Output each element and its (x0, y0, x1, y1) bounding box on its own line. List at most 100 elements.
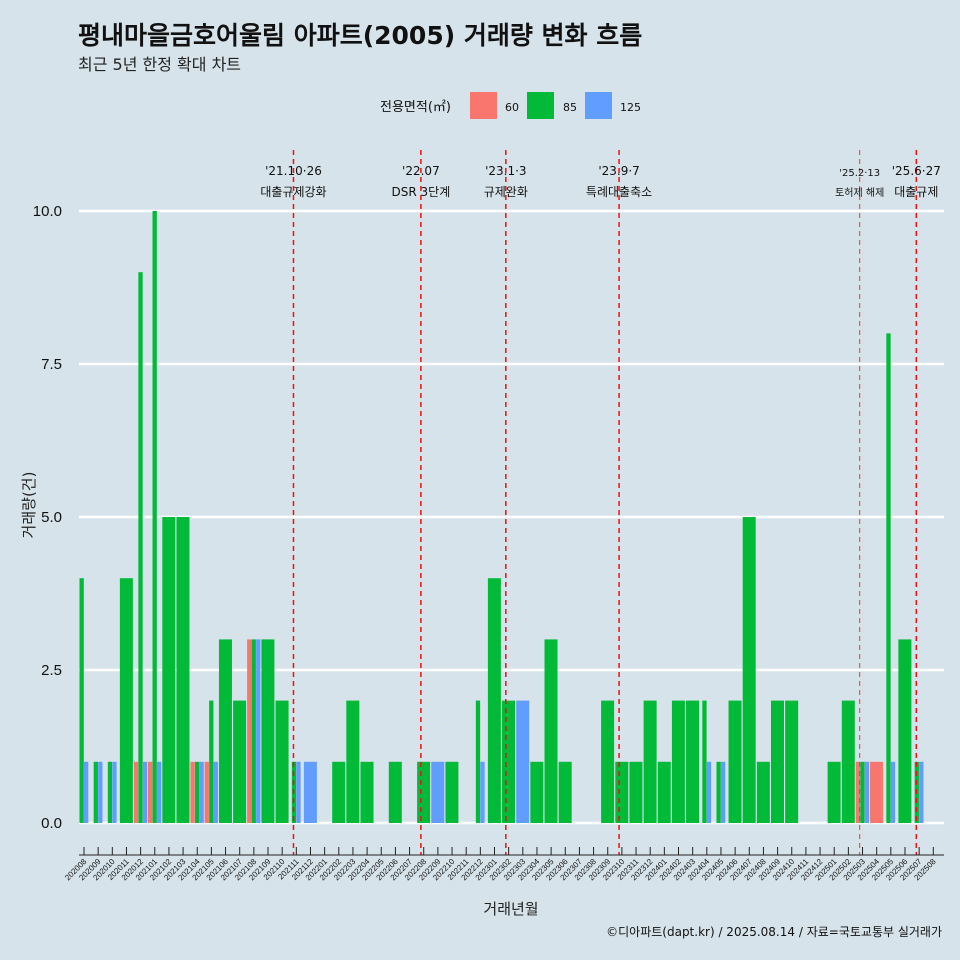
bar-85-202505 (886, 333, 891, 823)
event-date-label: '21.10·26 (265, 164, 322, 178)
bar-85-202202 (332, 761, 346, 823)
bar-85-202501 (827, 761, 841, 823)
bar-125-202104 (199, 761, 204, 823)
bar-85-202404 (702, 700, 707, 823)
bar-85-202106 (218, 639, 232, 823)
bar-60-202101 (148, 761, 153, 823)
bar-85-202011 (119, 578, 133, 823)
bar-125-202009 (98, 761, 103, 823)
bar-125-202303 (516, 700, 530, 823)
bar-85-202008 (79, 578, 84, 823)
bar-85-202010 (107, 761, 113, 823)
bar-60-202104 (190, 761, 195, 823)
event-date-label: '23.9·7 (598, 164, 639, 178)
chart-title: 평내마을금호어울림 아파트(2005) 거래량 변화 흐름 (78, 21, 642, 50)
y-tick-label: 7.5 (41, 356, 62, 373)
bar-85-202410 (785, 700, 799, 823)
bar-85-202402 (671, 700, 685, 823)
event-name-label: 특례대출축소 (586, 185, 652, 199)
bar-125-202008 (84, 761, 89, 823)
bar-85-202109 (261, 639, 275, 823)
bar-125-202108 (256, 639, 261, 823)
bar-125-202404 (706, 761, 712, 823)
event-date-label: '25.2·13 (839, 168, 880, 179)
bar-85-202104 (194, 761, 200, 823)
x-axis: 2020082020092020102020112020122021012021… (63, 847, 944, 882)
legend-label-125: 125 (620, 101, 641, 114)
legend: 전용면적(㎡) 60 85 125 (380, 92, 641, 119)
bar-85-202204 (360, 761, 374, 823)
y-axis-title: 거래량(건) (20, 472, 38, 539)
legend-label-85: 85 (563, 101, 577, 114)
bar-85-202305 (544, 639, 558, 823)
bar-125-202405 (720, 761, 726, 823)
bar-125-202105 (213, 761, 218, 823)
legend-swatch-60 (470, 92, 497, 119)
bar-85-202203 (346, 700, 360, 823)
chart-subtitle: 최근 5년 한정 확대 차트 (78, 55, 241, 74)
y-tick-label: 0.0 (41, 815, 62, 832)
bar-125-202112 (303, 761, 317, 823)
bar-85-202107 (233, 700, 247, 823)
bar-85-202401 (657, 761, 671, 823)
bar-85-202409 (770, 700, 784, 823)
event-date-label: '22.07 (402, 164, 440, 178)
bar-85-202105 (209, 700, 214, 823)
bar-125-202209 (431, 761, 445, 823)
event-name-label: 대출규제강화 (260, 185, 326, 199)
event-name-label: 규제완화 (484, 185, 528, 199)
bar-85-202110 (275, 700, 289, 823)
event-name-label: 대출규제 (894, 185, 938, 199)
bar-125-202111 (296, 761, 301, 823)
bar-60-202012 (133, 761, 139, 823)
y-tick-label: 5.0 (41, 509, 62, 526)
bar-60-202105 (204, 761, 209, 823)
bar-85-202304 (530, 761, 544, 823)
bar-85-202506 (898, 639, 912, 823)
bar-125-202505 (890, 761, 896, 823)
y-tick-label: 2.5 (41, 662, 62, 679)
bar-60-202108 (247, 639, 252, 823)
bar-125-202012 (142, 761, 148, 823)
bar-85-202103 (176, 517, 190, 823)
bar-85-202408 (756, 761, 770, 823)
legend-label-60: 60 (505, 101, 519, 114)
bar-125-202503 (864, 761, 870, 823)
bar-85-202212 (475, 700, 481, 823)
source-caption: ©디아파트(dapt.kr) / 2025.08.14 / 자료=국토교통부 실… (606, 925, 942, 939)
event-markers: '21.10·26 대출규제강화 '22.07 DSR 3단계 '23.1·3 규제완화 '… (260, 150, 941, 855)
bar-85-202301 (487, 578, 501, 823)
event-date-label: '25.6·27 (892, 164, 941, 178)
bar-85-202306 (558, 761, 572, 823)
bar-85-202406 (728, 700, 742, 823)
legend-title: 전용면적(㎡) (380, 100, 451, 115)
bar-85-202208 (417, 761, 431, 823)
bar-85-202009 (93, 761, 98, 823)
bar-85-202405 (716, 761, 721, 823)
bar-85-202503 (860, 761, 865, 823)
event-date-label: '23.1·3 (485, 164, 526, 178)
y-grid: 0.0 2.5 5.0 7.5 10.0 (33, 203, 944, 832)
bar-85-202206 (388, 761, 402, 823)
event-name-label: 토허제 해제 (835, 186, 884, 199)
bar-85-202108 (251, 639, 256, 823)
bar-85-202502 (841, 700, 855, 823)
bar-85-202101 (152, 211, 157, 823)
bar-60-202503 (855, 761, 861, 823)
bar-85-202210 (445, 761, 459, 823)
bar-85-202309 (601, 700, 615, 823)
bar-85-202012 (138, 272, 143, 823)
bar-85-202302 (502, 700, 516, 823)
event-name-label: DSR 3단계 (392, 185, 451, 199)
bar-125-202101 (157, 761, 162, 823)
legend-swatch-85 (527, 92, 554, 119)
bar-85-202102 (162, 517, 176, 823)
bars (79, 211, 924, 823)
y-tick-label: 10.0 (33, 203, 62, 220)
bar-85-202403 (686, 700, 700, 823)
bar-85-202311 (629, 761, 643, 823)
bar-125-202212 (480, 761, 485, 823)
legend-swatch-125 (585, 92, 612, 119)
bar-85-202407 (742, 517, 756, 823)
